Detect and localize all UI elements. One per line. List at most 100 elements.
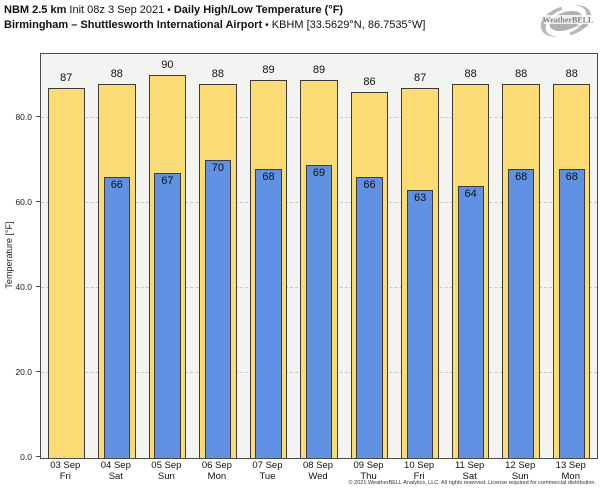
low-value-label: 67	[161, 175, 174, 188]
bar-group: 87 63	[395, 54, 446, 458]
x-tick-date: 06 Sep	[201, 460, 232, 471]
weatherbell-logo: WeatherBELL Analytics LLC	[535, 1, 597, 43]
plot-area: 87 88 66 90 67 88 70 89 68 89 69 86 66 87 63 88 64 88 68 88…	[40, 53, 598, 459]
x-tick-label: 11 Sep Sat	[444, 460, 495, 482]
x-tick-day: Sat	[108, 471, 123, 482]
separator-dot: •	[167, 5, 171, 16]
title-line-1: NBM 2.5 km Init 08z 3 Sep 2021 • Daily H…	[4, 3, 425, 18]
x-tick-label: 03 Sep Fri	[40, 460, 91, 482]
x-tick-date: 10 Sep	[404, 460, 435, 471]
x-tick-day: Sun	[157, 471, 175, 482]
station-coordinates: KBHM [33.5629°N, 86.7535°W]	[271, 19, 426, 31]
y-tick-mark	[36, 285, 40, 287]
low-bar: 64	[457, 185, 484, 458]
y-tick-mark	[36, 370, 40, 372]
x-tick-label: 06 Sep Mon	[192, 460, 243, 482]
low-bar: 70	[204, 160, 232, 458]
bar-group: 88 68	[546, 54, 597, 458]
high-value-label: 88	[110, 67, 123, 80]
bars: 87 88 66 90 67 88 70 89 68 89 69 86 66 87 63 88 64 88 68 88…	[41, 54, 597, 458]
x-tick-label: 09 Sep Thu	[343, 460, 394, 482]
x-tick-day: Fri	[59, 471, 71, 482]
bar-group: 88 64	[445, 54, 496, 458]
high-value-label: 89	[312, 63, 326, 76]
x-tick-day: Sat	[462, 471, 477, 482]
low-bar: 68	[508, 168, 535, 458]
low-bar: 68	[558, 168, 585, 458]
low-bar: 67	[154, 173, 181, 458]
x-tick-label: 12 Sep Sun	[495, 460, 546, 482]
high-value-label: 88	[464, 67, 477, 80]
low-value-label: 63	[413, 192, 427, 205]
high-value-label: 87	[60, 72, 73, 85]
low-value-label: 70	[211, 162, 225, 175]
copyright-text: © 2021 WeatherBELL Analytics, LLC. All r…	[348, 480, 596, 486]
x-tick-date: 13 Sep	[555, 460, 586, 471]
x-tick-label: 08 Sep Wed	[293, 460, 344, 482]
high-value-label: 87	[413, 72, 427, 85]
low-value-label: 68	[515, 170, 528, 183]
x-tick-day: Thu	[360, 471, 377, 482]
x-tick-day: Mon	[207, 471, 227, 482]
product-name: Daily High/Low Temperature (°F)	[173, 4, 344, 16]
bar-group: 90 67	[142, 54, 193, 458]
logo-sub-text: Analytics LLC	[571, 24, 590, 28]
x-tick-day: Sun	[511, 471, 529, 482]
high-value-label: 90	[161, 59, 174, 72]
x-tick-day: Wed	[308, 471, 328, 482]
high-value-label: 89	[262, 63, 275, 76]
separator-dot: •	[265, 20, 269, 31]
high-value-label: 88	[211, 67, 225, 80]
y-tick-mark	[36, 200, 40, 202]
bar-group: 86 66	[344, 54, 395, 458]
bar-group: 87	[41, 54, 92, 458]
x-tick-label: 04 Sep Sat	[91, 460, 142, 482]
x-axis: 03 Sep Fri 04 Sep Sat 05 Sep Sun 06 Sep Mon 07 S…	[40, 460, 596, 482]
high-value-label: 88	[565, 67, 578, 80]
x-tick-label: 05 Sep Sun	[141, 460, 192, 482]
low-bar: 63	[406, 190, 434, 458]
low-value-label: 69	[312, 166, 326, 179]
high-value-label: 88	[515, 67, 528, 80]
x-tick-label: 07 Sep Tue	[242, 460, 293, 482]
station-name: Birmingham – Shuttlesworth International…	[4, 19, 263, 31]
bar-group: 88 68	[496, 54, 547, 458]
high-value-label: 86	[363, 76, 376, 89]
low-value-label: 68	[565, 170, 578, 183]
x-tick-day: Mon	[561, 471, 580, 482]
high-bar	[47, 88, 85, 458]
y-tick-label: 20.0	[15, 366, 32, 377]
x-tick-date: 08 Sep	[302, 460, 334, 471]
low-bar: 66	[103, 177, 130, 458]
bar-group: 88 66	[92, 54, 143, 458]
low-bar: 68	[255, 168, 282, 458]
low-value-label: 64	[464, 187, 477, 200]
swirl-logo-icon: WeatherBELL Analytics LLC	[540, 5, 594, 37]
y-tick-label: 0.0	[20, 452, 32, 462]
x-tick-date: 11 Sep	[454, 460, 485, 471]
title-line-2: Birmingham – Shuttlesworth International…	[4, 18, 425, 33]
y-tick-mark	[36, 456, 40, 457]
x-tick-label: 13 Sep Mon	[545, 460, 596, 482]
x-tick-date: 03 Sep	[50, 460, 81, 471]
low-value-label: 66	[363, 179, 376, 192]
y-tick-label: 60.0	[15, 196, 32, 207]
bar-group: 88 70	[193, 54, 244, 458]
y-tick-label: 40.0	[15, 281, 32, 292]
y-axis: 0.0 20.0 40.0 60.0 80.0	[0, 53, 40, 462]
logo-brand-text: WeatherBELL	[543, 16, 594, 25]
model-name: NBM 2.5 km	[4, 4, 67, 16]
chart-header: NBM 2.5 km Init 08z 3 Sep 2021 • Daily H…	[4, 3, 425, 33]
x-tick-date: 04 Sep	[100, 460, 131, 471]
bar-group: 89 68	[243, 54, 294, 458]
init-time: Init 08z 3 Sep 2021	[69, 4, 165, 16]
low-bar: 69	[305, 164, 333, 458]
x-tick-day: Fri	[413, 471, 425, 482]
low-value-label: 68	[262, 170, 275, 183]
x-tick-label: 10 Sep Fri	[394, 460, 445, 482]
x-tick-date: 12 Sep	[505, 460, 536, 471]
x-tick-date: 09 Sep	[353, 460, 384, 471]
low-bar: 66	[356, 177, 383, 458]
x-tick-day: Tue	[259, 471, 276, 482]
